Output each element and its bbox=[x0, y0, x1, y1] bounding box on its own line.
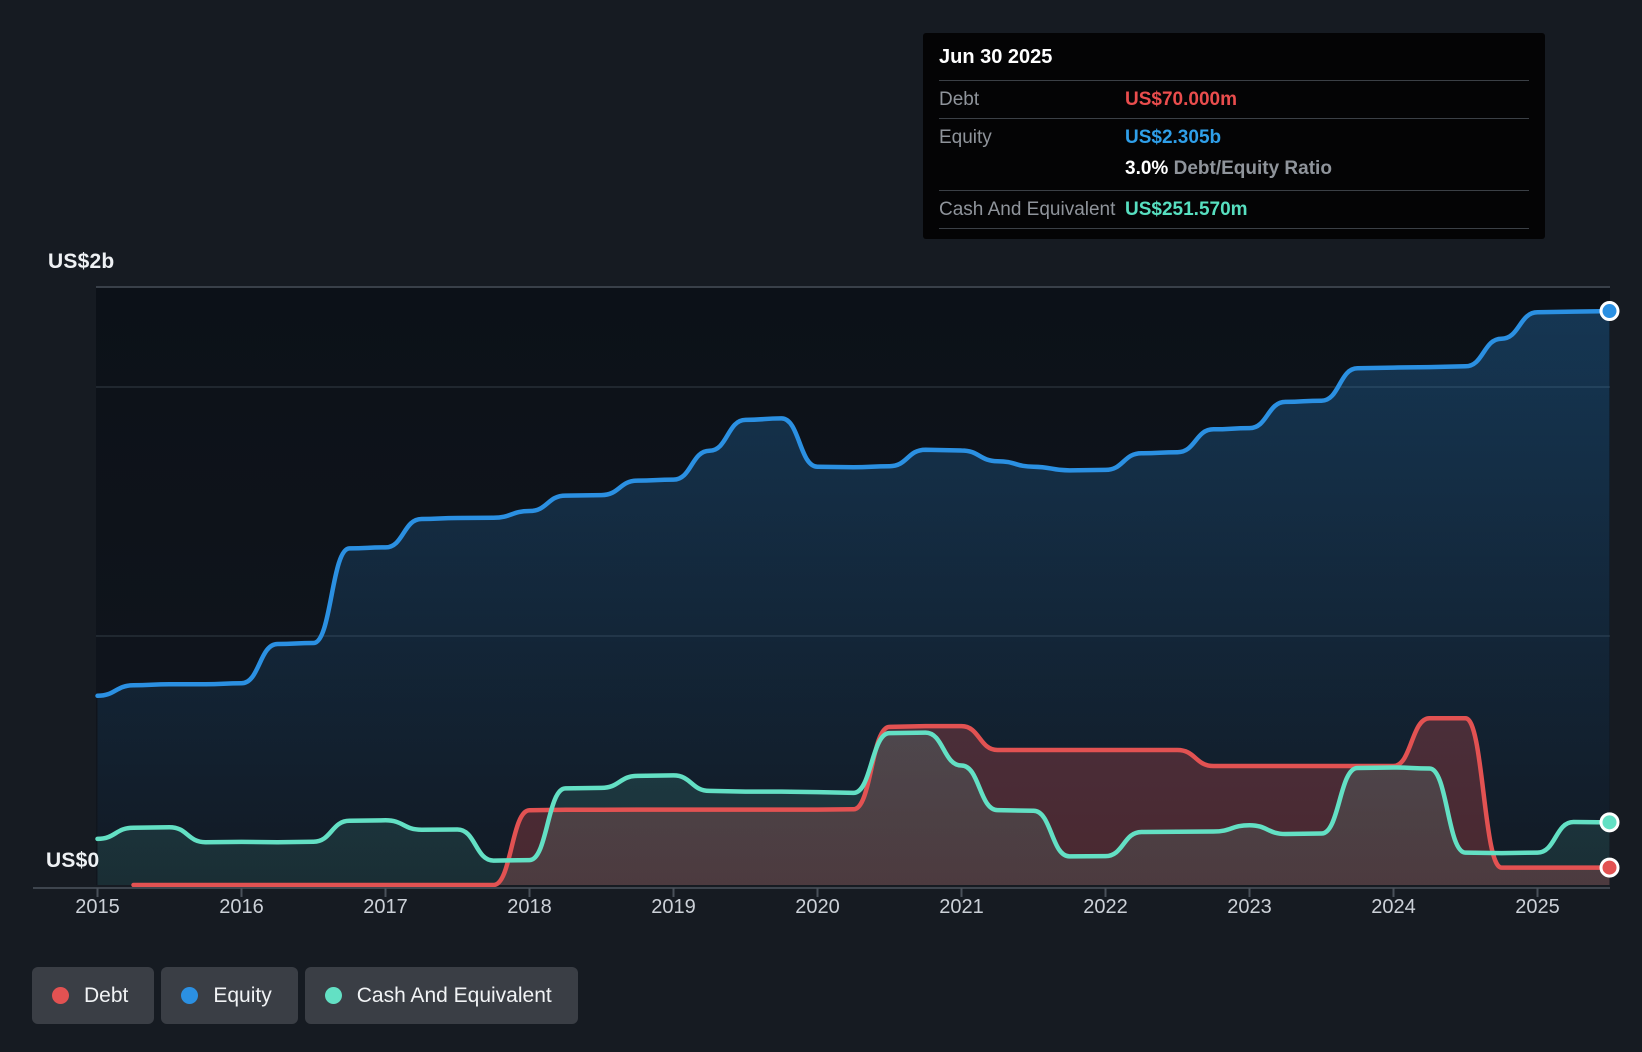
x-axis-label-2023: 2023 bbox=[1227, 896, 1272, 918]
equity-area bbox=[97, 311, 1610, 886]
tooltip-cash-label: Cash And Equivalent bbox=[939, 198, 1116, 220]
tooltip-cash-row: Cash And Equivalent US$251.570m bbox=[939, 191, 1529, 229]
equity-line bbox=[95, 308, 1612, 699]
tooltip-equity-row: Equity US$2.305b bbox=[939, 119, 1529, 156]
chart-legend: Debt Equity Cash And Equivalent bbox=[32, 967, 578, 1024]
equity-series-dot-icon bbox=[181, 987, 199, 1004]
x-axis-label-2025: 2025 bbox=[1515, 896, 1560, 918]
tooltip-debt-value: US$70.000m bbox=[1125, 88, 1237, 110]
tooltip-equity-value: US$2.305b bbox=[1125, 126, 1222, 148]
legend-chip-debt[interactable]: Debt bbox=[32, 967, 155, 1024]
x-axis-label-2019: 2019 bbox=[651, 896, 696, 918]
x-axis-label-2018: 2018 bbox=[507, 896, 552, 918]
x-axis-label-2022: 2022 bbox=[1083, 896, 1128, 918]
tooltip-debt-label: Debt bbox=[939, 88, 980, 110]
legend-debt-label: Debt bbox=[84, 983, 129, 1007]
legend-equity-label: Equity bbox=[213, 983, 272, 1007]
x-axis-label-2020: 2020 bbox=[795, 896, 840, 918]
x-axis-label-2024: 2024 bbox=[1371, 896, 1416, 918]
legend-cash-label: Cash And Equivalent bbox=[356, 983, 552, 1007]
debt-end-dot bbox=[1599, 857, 1620, 878]
x-axis-label-2016: 2016 bbox=[219, 896, 264, 918]
tooltip-cash-value: US$251.570m bbox=[1125, 198, 1248, 220]
debt-series-dot-icon bbox=[52, 987, 69, 1004]
x-axis-label-2021: 2021 bbox=[939, 896, 984, 918]
x-axis-label-2017: 2017 bbox=[363, 896, 408, 918]
equity-end-dot bbox=[1599, 301, 1620, 322]
chart-tooltip: Jun 30 2025 Debt US$70.000m Equity US$2.… bbox=[923, 33, 1545, 239]
tooltip-ratio-value: 3.0% bbox=[1125, 158, 1169, 179]
cash-end-dot bbox=[1599, 812, 1620, 833]
y-axis-max-label: US$2b bbox=[48, 250, 115, 273]
legend-chip-cash[interactable]: Cash And Equivalent bbox=[304, 967, 578, 1024]
cash-line bbox=[95, 730, 1612, 863]
x-axis-label-2015: 2015 bbox=[75, 896, 120, 918]
legend-chip-equity[interactable]: Equity bbox=[161, 967, 298, 1024]
y-axis-zero-label: US$0 bbox=[46, 849, 100, 872]
tooltip-date: Jun 30 2025 bbox=[939, 33, 1529, 81]
debt-line bbox=[131, 715, 1612, 888]
cash-series-dot-icon bbox=[324, 987, 342, 1004]
tooltip-equity-label: Equity bbox=[939, 126, 992, 148]
tooltip-debt-row: Debt US$70.000m bbox=[939, 81, 1529, 119]
tooltip-debt-equity-ratio: 3.0% Debt/Equity Ratio bbox=[939, 156, 1529, 191]
